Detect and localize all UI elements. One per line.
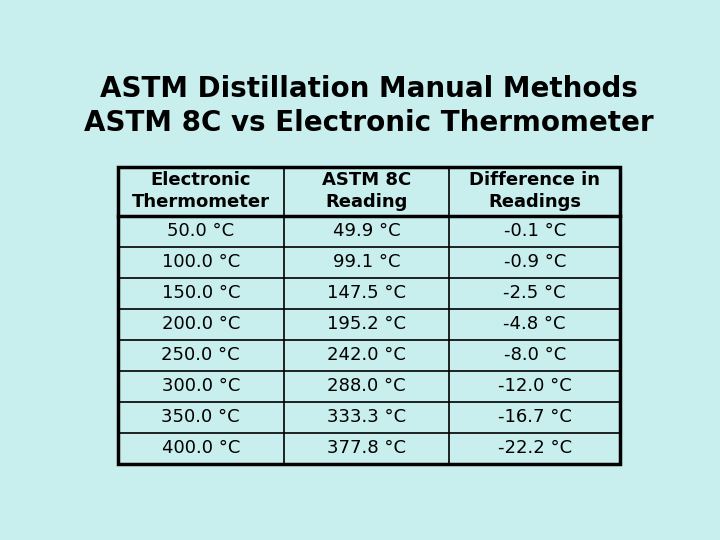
Text: 99.1 °C: 99.1 °C <box>333 253 400 271</box>
Text: -0.9 °C: -0.9 °C <box>503 253 566 271</box>
Text: 49.9 °C: 49.9 °C <box>333 222 400 240</box>
Text: -22.2 °C: -22.2 °C <box>498 440 572 457</box>
Text: -2.5 °C: -2.5 °C <box>503 284 566 302</box>
Text: 288.0 °C: 288.0 °C <box>327 377 406 395</box>
Text: 147.5 °C: 147.5 °C <box>327 284 406 302</box>
Text: Difference in
Readings: Difference in Readings <box>469 171 600 211</box>
Text: 200.0 °C: 200.0 °C <box>161 315 240 333</box>
Text: 50.0 °C: 50.0 °C <box>167 222 234 240</box>
Text: -0.1 °C: -0.1 °C <box>503 222 566 240</box>
Text: 242.0 °C: 242.0 °C <box>327 346 406 364</box>
Text: 300.0 °C: 300.0 °C <box>161 377 240 395</box>
Text: 100.0 °C: 100.0 °C <box>161 253 240 271</box>
Text: ASTM 8C
Reading: ASTM 8C Reading <box>322 171 411 211</box>
Text: 250.0 °C: 250.0 °C <box>161 346 240 364</box>
Text: 333.3 °C: 333.3 °C <box>327 408 406 427</box>
Text: 195.2 °C: 195.2 °C <box>327 315 406 333</box>
Text: -16.7 °C: -16.7 °C <box>498 408 572 427</box>
Text: 377.8 °C: 377.8 °C <box>327 440 406 457</box>
Text: ASTM Distillation Manual Methods
ASTM 8C vs Electronic Thermometer: ASTM Distillation Manual Methods ASTM 8C… <box>84 75 654 137</box>
Text: 350.0 °C: 350.0 °C <box>161 408 240 427</box>
Text: Electronic
Thermometer: Electronic Thermometer <box>132 171 270 211</box>
Text: -4.8 °C: -4.8 °C <box>503 315 566 333</box>
Text: -8.0 °C: -8.0 °C <box>503 346 566 364</box>
Text: -12.0 °C: -12.0 °C <box>498 377 572 395</box>
Text: 150.0 °C: 150.0 °C <box>161 284 240 302</box>
Text: 400.0 °C: 400.0 °C <box>161 440 240 457</box>
